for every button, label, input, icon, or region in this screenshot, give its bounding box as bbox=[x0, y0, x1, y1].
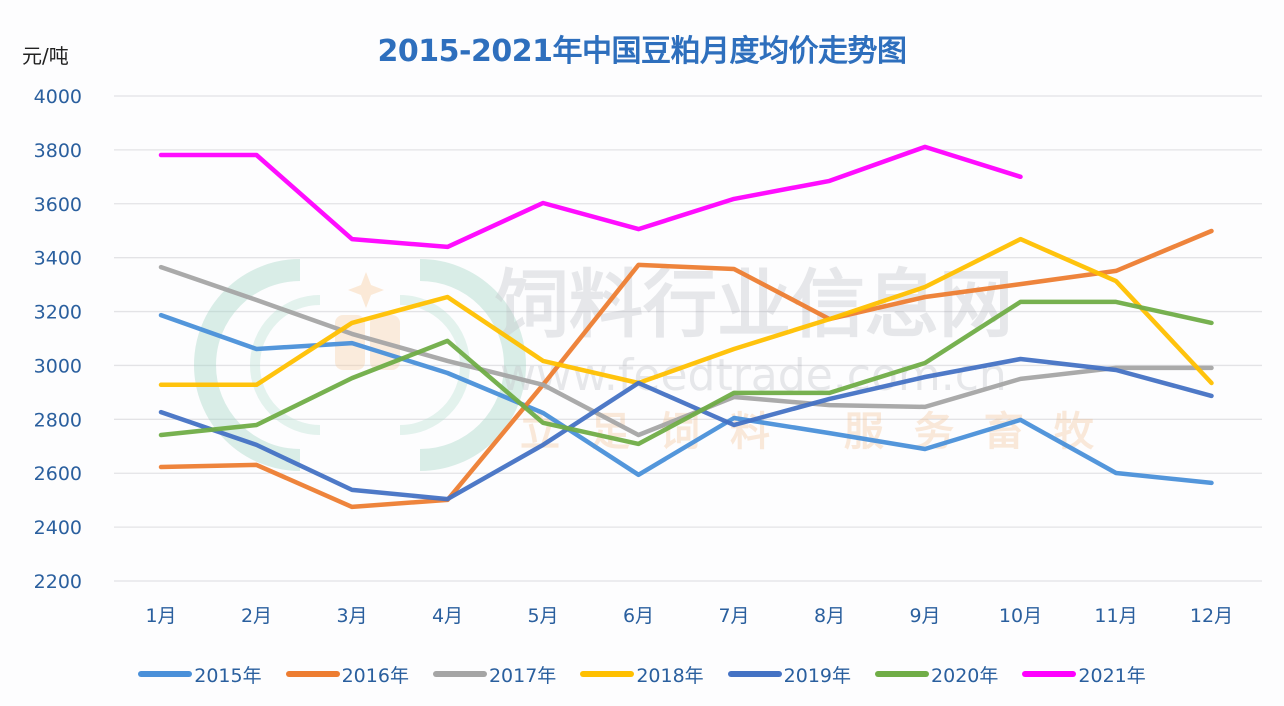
y-axis-ticks: 4000 3800 3600 3400 3200 3000 2800 2600 2400 2200 bbox=[34, 86, 82, 593]
x-tick-label: 6月 bbox=[623, 605, 654, 627]
legend-item-2019: 2019年 bbox=[727, 661, 852, 688]
legend-swatch-icon bbox=[285, 671, 340, 677]
legend-label: 2020年 bbox=[931, 664, 999, 687]
x-tick-label: 3月 bbox=[336, 605, 367, 627]
legend-label: 2019年 bbox=[783, 664, 852, 687]
legend-label: 2017年 bbox=[488, 664, 557, 687]
legend-item-2018: 2018年 bbox=[580, 661, 704, 688]
x-tick-label: 7月 bbox=[718, 605, 749, 627]
legend-item-2015: 2015年 bbox=[138, 661, 262, 688]
legend-swatch-icon bbox=[875, 671, 930, 677]
legend-swatch-icon bbox=[727, 671, 782, 677]
legend-swatch-icon bbox=[1022, 671, 1077, 677]
legend-label: 2015年 bbox=[194, 664, 262, 687]
x-tick-label: 9月 bbox=[909, 605, 940, 627]
y-tick-label: 3600 bbox=[34, 194, 82, 216]
watermark-brand-text: 饲料行业信息网 bbox=[495, 262, 1013, 348]
chart-title: 2015-2021年中国豆粕月度均价走势图 bbox=[377, 34, 907, 69]
x-tick-label: 11月 bbox=[1094, 605, 1137, 627]
y-tick-label: 2400 bbox=[34, 517, 82, 539]
x-tick-label: 5月 bbox=[527, 605, 558, 627]
y-tick-label: 2800 bbox=[34, 409, 82, 431]
x-tick-label: 1月 bbox=[145, 605, 176, 627]
y-tick-label: 3400 bbox=[34, 248, 82, 270]
series-line-2016 bbox=[158, 228, 1214, 510]
data-series-lines bbox=[158, 144, 1214, 510]
legend-item-2016: 2016年 bbox=[285, 661, 409, 688]
series-line-2018 bbox=[158, 236, 1214, 388]
legend-swatch-icon bbox=[432, 671, 487, 677]
legend-label: 2018年 bbox=[636, 664, 704, 687]
x-tick-label: 10月 bbox=[999, 605, 1042, 627]
x-tick-label: 2月 bbox=[241, 605, 272, 627]
y-tick-label: 3000 bbox=[34, 355, 82, 377]
legend-item-2021: 2021年 bbox=[1022, 661, 1146, 688]
x-axis-ticks: 1月 2月 3月 4月 5月 6月 7月 8月 9月 10月 11月 12月 bbox=[145, 605, 1233, 627]
legend-label: 2021年 bbox=[1078, 664, 1146, 687]
legend-swatch-icon bbox=[138, 671, 193, 677]
x-tick-label: 12月 bbox=[1190, 605, 1233, 627]
series-line-2020 bbox=[158, 299, 1214, 447]
chart-legend: 2015年 2016年 2017年 2018年 2019年 2020年 2021年 bbox=[0, 659, 1284, 689]
series-line-2021 bbox=[158, 144, 1023, 250]
x-tick-label: 4月 bbox=[432, 605, 463, 627]
y-tick-label: 4000 bbox=[34, 86, 82, 108]
series-line-2019 bbox=[158, 356, 1214, 502]
legend-swatch-icon bbox=[580, 671, 635, 677]
y-tick-label: 2600 bbox=[34, 463, 82, 485]
legend-label: 2016年 bbox=[341, 664, 409, 687]
series-line-2015 bbox=[158, 312, 1214, 486]
watermark-slogan-text: 立足饲料 服务畜牧 bbox=[520, 409, 1124, 455]
legend-item-2020: 2020年 bbox=[875, 661, 998, 688]
y-tick-label: 3800 bbox=[34, 140, 82, 162]
legend-item-2017: 2017年 bbox=[432, 661, 557, 688]
x-tick-label: 8月 bbox=[814, 605, 845, 627]
y-tick-label: 2200 bbox=[34, 571, 82, 593]
y-axis-unit-label: 元/吨 bbox=[22, 44, 69, 68]
y-tick-label: 3200 bbox=[34, 302, 82, 324]
